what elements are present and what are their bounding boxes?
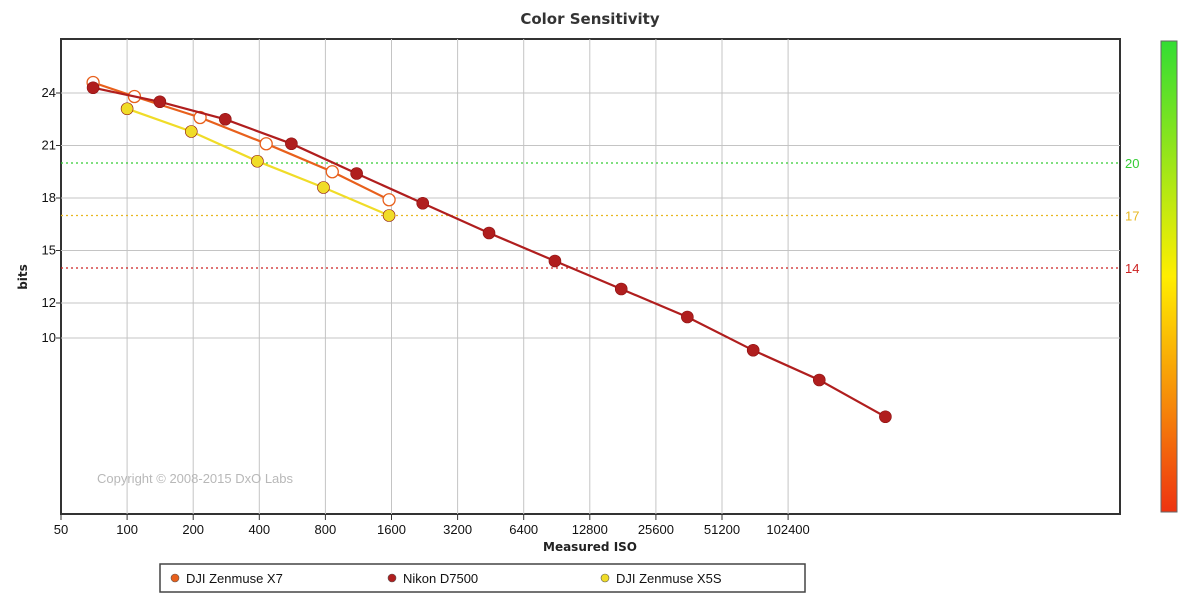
chart-title: Color Sensitivity [520,10,660,28]
reference-line-label: 17 [1125,209,1139,224]
x-axis-ticks: 50 100 200 400 800 1600 3200 6400 12800 25600 5120… [54,514,810,537]
data-point[interactable] [548,254,562,268]
data-point[interactable] [325,165,339,179]
data-point[interactable] [86,81,100,95]
x-tick-label: 800 [315,522,337,537]
y-tick-label: 24 [42,85,56,100]
legend-item[interactable]: DJI Zenmuse X7 [170,571,283,586]
legend-label: DJI Zenmuse X7 [186,571,283,586]
data-point[interactable] [879,410,892,424]
x-tick-label: 51200 [704,522,740,537]
x-tick-label: 3200 [443,522,472,537]
series-layer [86,75,892,424]
data-point[interactable] [482,226,496,240]
legend-item[interactable]: Nikon D7500 [387,571,478,586]
y-tick-label: 10 [42,330,56,345]
y-axis-ticks: 10 12 15 18 21 24 [42,85,61,345]
data-point[interactable] [184,125,198,138]
legend-item[interactable]: DJI Zenmuse X5S [600,571,722,586]
x-tick-label: 100 [116,522,138,537]
data-point[interactable] [218,112,232,126]
reference-line-label: 14 [1125,261,1139,276]
data-point[interactable] [153,95,167,109]
data-point[interactable] [614,282,628,296]
legend-marker [387,573,397,583]
legend-label: Nikon D7500 [403,571,478,586]
x-tick-label: 12800 [572,522,608,537]
y-tick-label: 15 [42,243,56,258]
data-point[interactable] [350,167,363,180]
data-point[interactable] [746,343,760,357]
data-point[interactable] [681,310,694,324]
x-tick-label: 50 [54,522,68,537]
y-tick-label: 12 [42,295,56,310]
y-tick-label: 21 [42,138,56,153]
color-scale-bar [1160,40,1178,513]
legend-label: DJI Zenmuse X5S [616,571,722,586]
x-tick-label: 102400 [766,522,809,537]
series-dji-zenmuse-x5s [120,102,396,222]
data-point[interactable] [382,209,396,222]
legend-box [159,563,806,593]
reference-lines: 20 17 14 [61,156,1139,276]
y-tick-label: 18 [42,190,56,205]
x-tick-label: 200 [182,522,204,537]
data-point[interactable] [285,137,298,151]
legend: DJI Zenmuse X7 Nikon D7500 DJI Zenmuse X5S [159,563,806,593]
x-tick-label: 6400 [509,522,538,537]
data-point[interactable] [812,373,826,387]
x-axis-label: Measured ISO [543,540,637,554]
reference-line-label: 20 [1125,156,1139,171]
x-tick-label: 25600 [638,522,674,537]
y-axis-label: bits [16,264,30,290]
data-point[interactable] [382,193,396,207]
legend-marker [170,573,180,583]
grid-lines [61,39,1120,514]
data-point[interactable] [251,154,264,168]
data-point[interactable] [259,137,273,151]
data-point[interactable] [120,102,134,116]
data-point[interactable] [416,196,430,210]
copyright-text: Copyright © 2008-2015 DxO Labs [97,471,294,486]
legend-marker [600,573,610,583]
x-tick-label: 400 [248,522,270,537]
x-tick-label: 1600 [377,522,406,537]
series-nikon-d7500 [86,81,892,424]
data-point[interactable] [317,181,330,194]
